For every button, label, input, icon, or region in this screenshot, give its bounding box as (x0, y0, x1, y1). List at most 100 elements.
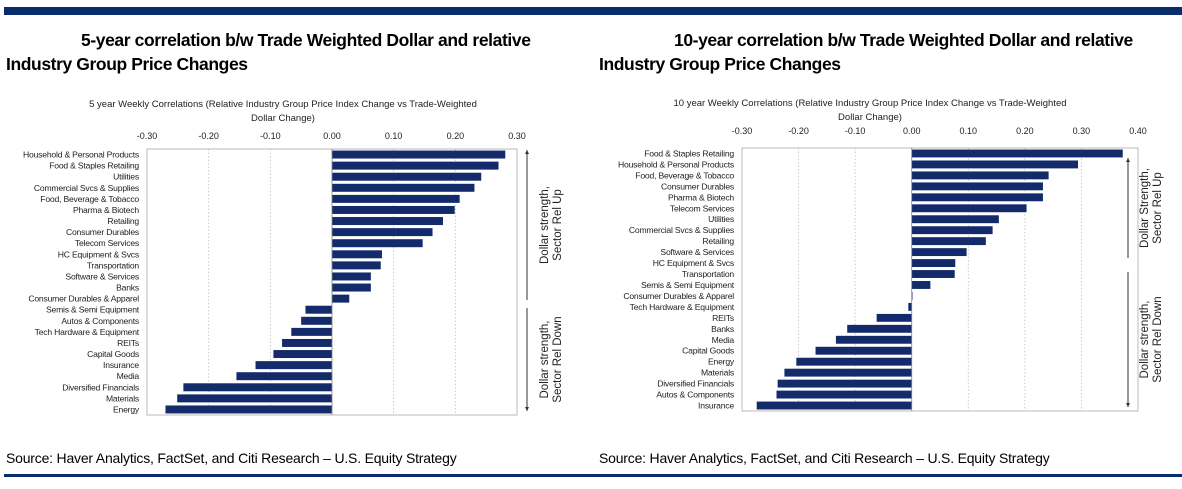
chart-title-line1: 5 year Weekly Correlations (Relative Ind… (89, 99, 477, 110)
headline-line2: Industry Group Price Changes (6, 54, 248, 74)
bar (165, 405, 332, 414)
bar (911, 204, 1027, 213)
annotation-label-line1: Dollar Strength, (1139, 168, 1151, 248)
top-rule (4, 7, 1182, 15)
category-label: Tech Hardware & Equipment (630, 302, 735, 312)
bar (796, 357, 912, 366)
x-tick-label: 0.30 (1073, 126, 1091, 136)
bar (911, 237, 986, 246)
category-label: Semis & Semi Equipment (46, 305, 140, 315)
category-label: Materials (106, 393, 139, 403)
category-label: Energy (708, 357, 735, 367)
bar (911, 160, 1079, 169)
category-label: Food & Staples Retailing (644, 148, 734, 158)
bar (332, 294, 350, 303)
bar (291, 327, 332, 336)
bar (911, 215, 999, 224)
x-tick-label: 0.20 (447, 131, 465, 141)
bar (183, 383, 332, 392)
bar (784, 368, 912, 377)
category-label: Commercial Svcs & Supplies (629, 225, 734, 235)
annotation-label-line1: Dollar strength, (1139, 301, 1151, 379)
category-label: Transportation (87, 260, 140, 270)
bar (911, 149, 1123, 158)
bar (911, 281, 931, 289)
bar (273, 350, 332, 359)
category-label: Consumer Durables (66, 227, 139, 237)
bar (911, 171, 1049, 180)
x-tick-label: 0.40 (1129, 126, 1147, 136)
category-label: Pharma & Biotech (73, 205, 139, 215)
annotation-label-line1: Dollar strength, (539, 186, 551, 264)
bar (332, 261, 381, 270)
category-label: Diversified Financials (62, 382, 139, 392)
category-label: HC Equipment & Svcs (653, 258, 734, 268)
category-label: Food, Beverage & Tobacco (635, 170, 734, 180)
chart-title-line1: 10 year Weekly Correlations (Relative In… (673, 98, 1066, 109)
bar (282, 338, 332, 347)
annotation-label-line1: Dollar strength, (539, 321, 551, 399)
category-label: Commercial Svcs & Supplies (34, 183, 139, 193)
right-panel-headline: 10-year correlation b/w Trade Weighted D… (599, 28, 1133, 76)
annotation-label-line2: Sector Rel Up (1152, 172, 1164, 244)
headline-line1: 10-year correlation b/w Trade Weighted D… (674, 30, 1133, 50)
arrow-down-icon (1126, 403, 1130, 407)
bar (332, 283, 371, 292)
bar (332, 205, 455, 214)
headline-line2: Industry Group Price Changes (599, 54, 841, 74)
x-tick-label: -0.30 (732, 126, 753, 136)
category-label: REITs (117, 338, 139, 348)
category-label: Household & Personal Products (23, 150, 139, 160)
x-tick-label: -0.10 (845, 126, 866, 136)
bar (835, 335, 912, 344)
bar (332, 150, 506, 159)
bar (332, 228, 433, 237)
category-label: Software & Services (65, 271, 139, 281)
x-tick-label: 0.10 (385, 131, 403, 141)
headline-line1: 5-year correlation b/w Trade Weighted Do… (81, 30, 531, 50)
bar (756, 401, 912, 410)
left-panel-headline: 5-year correlation b/w Trade Weighted Do… (6, 28, 531, 76)
category-label: Media (117, 371, 140, 381)
bar (911, 226, 993, 235)
x-tick-label: 0.20 (1016, 126, 1034, 136)
category-label: Autos & Components (656, 390, 734, 400)
category-label: Capital Goods (682, 346, 734, 356)
annotation-label-line2: Sector Rel Down (552, 316, 564, 402)
category-label: Insurance (103, 360, 139, 370)
category-label: Insurance (698, 401, 734, 411)
annotation-label-line2: Sector Rel Up (552, 189, 564, 261)
bar (911, 259, 956, 268)
bar (177, 394, 332, 403)
bar (301, 316, 332, 325)
bar (332, 172, 482, 181)
annotation-label-line2: Sector Rel Down (1152, 296, 1164, 382)
category-label: Transportation (682, 269, 735, 279)
plot-area (741, 147, 1139, 412)
bar (332, 161, 499, 170)
bar (911, 193, 1043, 202)
category-label: Retailing (702, 236, 734, 246)
x-tick-label: -0.10 (260, 131, 281, 141)
bar (236, 372, 332, 381)
bar (332, 250, 382, 259)
bar (876, 313, 912, 322)
category-label: Diversified Financials (657, 379, 734, 389)
bar (776, 390, 912, 399)
bar (332, 217, 443, 226)
bar (332, 239, 423, 248)
category-label: Utilities (113, 172, 139, 182)
bar (332, 272, 371, 281)
bar (911, 182, 1043, 191)
category-label: Capital Goods (87, 349, 139, 359)
bar (908, 302, 912, 311)
bar (911, 270, 955, 278)
bar (305, 305, 332, 314)
category-label: Household & Personal Products (618, 159, 734, 169)
bottom-rule (4, 474, 1182, 477)
x-tick-label: 0.00 (323, 131, 341, 141)
left-source-note: Source: Haver Analytics, FactSet, and Ci… (6, 450, 457, 466)
bar (847, 324, 912, 333)
